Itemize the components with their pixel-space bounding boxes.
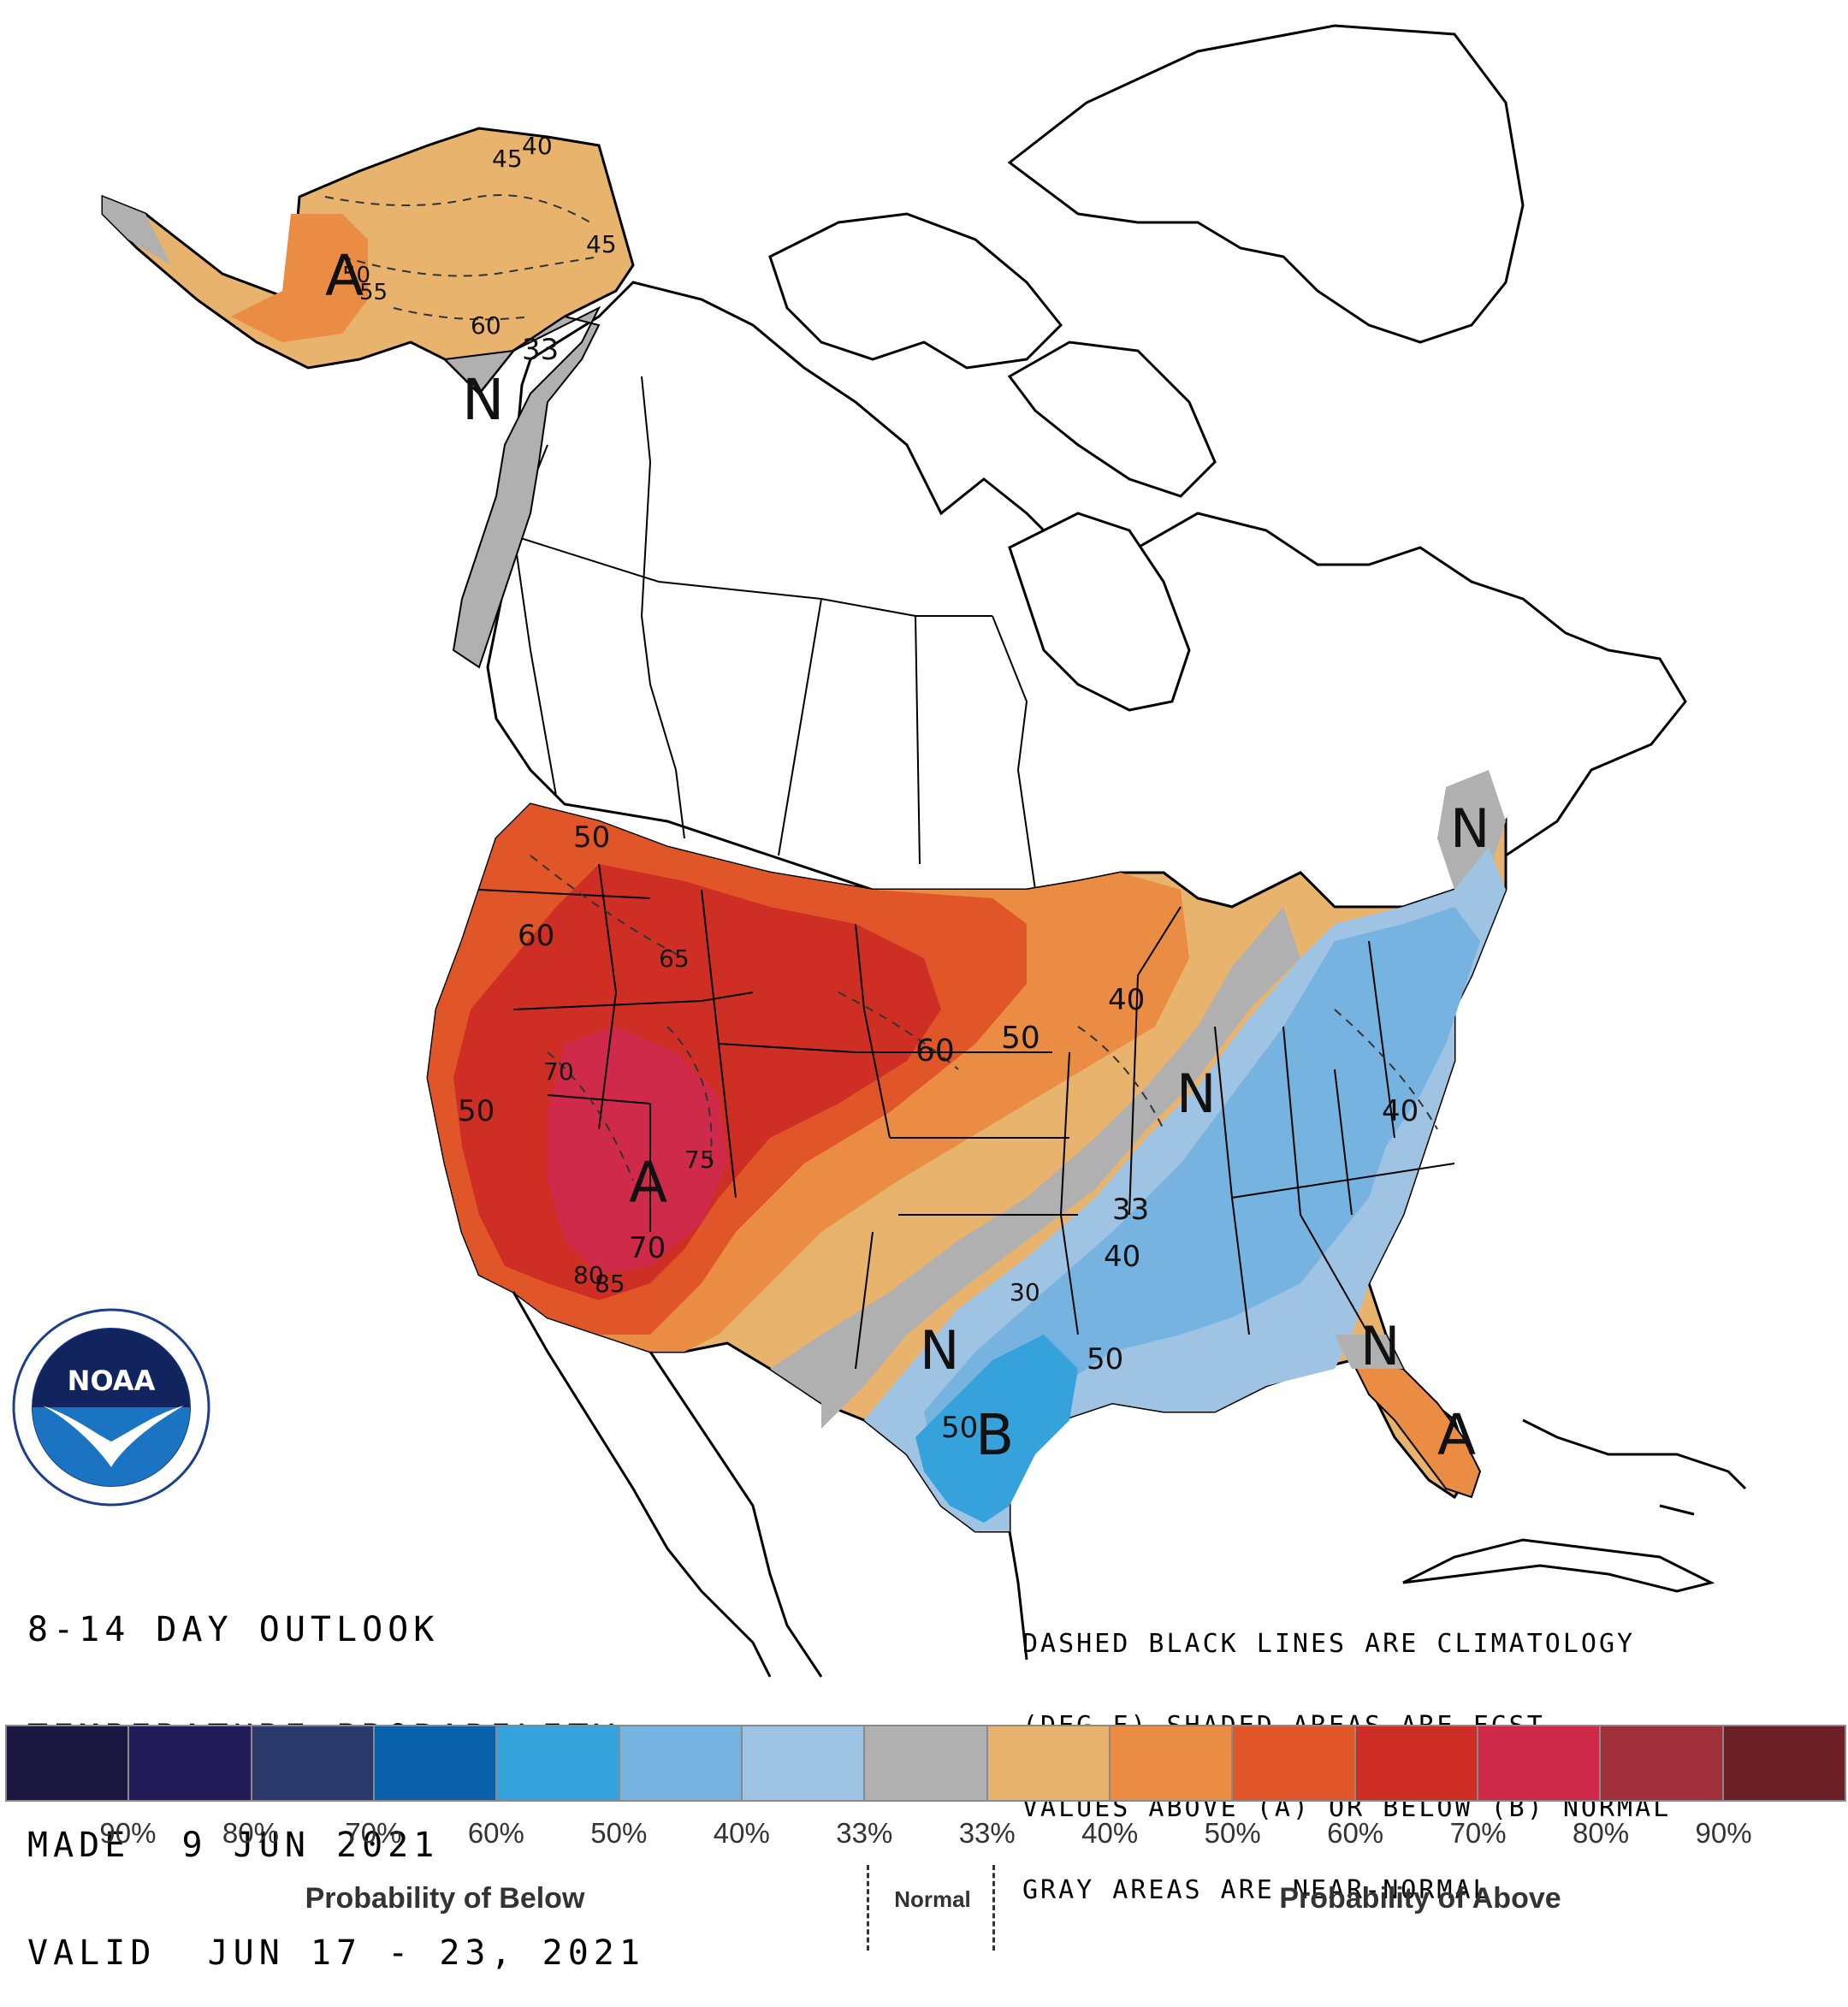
colorbar-tick-label: 60% (1327, 1817, 1384, 1849)
colorbar-tick-label: 33% (958, 1817, 1016, 1849)
alaska-near-normal-label: N (462, 367, 504, 433)
colorbar-swatch (742, 1726, 866, 1800)
contour-label: 70 (543, 1057, 574, 1086)
normal-divider-left (867, 1865, 869, 1951)
georgia-near-normal-label: N (1360, 1315, 1400, 1377)
colorbar-swatch (865, 1726, 988, 1800)
colorbar-tick-label: 40% (713, 1817, 770, 1849)
colorbar-swatch (1110, 1726, 1234, 1800)
contour-label: 60 (518, 919, 554, 953)
note-line: GRAY AREAS ARE NEAR-NORMAL (1022, 1875, 1491, 1905)
caribbean-outline (1522, 1418, 1747, 1516)
contour-label: 50 (458, 1094, 495, 1128)
colorbar-swatch (497, 1726, 620, 1800)
colorbar-swatch (252, 1726, 375, 1800)
northeast-near-normal-label: N (1450, 797, 1490, 860)
note-line: DASHED BLACK LINES ARE CLIMATOLOGY (1022, 1629, 1636, 1659)
noaa-logo: NOAA (12, 1308, 210, 1507)
alaska-panhandle-near-normal (442, 305, 601, 669)
colorbar-tick-label: 60% (467, 1817, 524, 1849)
probability-colorbar (5, 1725, 1846, 1802)
greenland-outline (1007, 24, 1525, 344)
below-label: Probability of Below (305, 1882, 585, 1915)
alaska-near-normal-region (103, 197, 171, 265)
georgia-near-normal (1335, 1335, 1403, 1369)
texas-below-label: B (975, 1402, 1014, 1468)
contour-label: 75 (684, 1146, 715, 1174)
baffin-island-outline (1007, 340, 1217, 498)
colorbar-tick-label: 90% (99, 1817, 157, 1849)
colorbar-tick-label: 33% (836, 1817, 893, 1849)
contour-label: 40 (1382, 1094, 1419, 1128)
province-lines (495, 376, 1036, 891)
alaska-orange-region (231, 214, 368, 342)
noaa-logo-text: NOAA (68, 1365, 156, 1397)
contour-label: 33 (522, 333, 559, 367)
alaska-above-label: A (325, 243, 364, 309)
contour-label: 55 (359, 280, 388, 305)
contour-label: 30 (1010, 1278, 1040, 1306)
colorbar-tick-label: 70% (345, 1817, 402, 1849)
contour-label: 80 (573, 1261, 604, 1289)
florida-above-label: A (1437, 1402, 1476, 1468)
alaska-contours (324, 194, 600, 321)
colorbar-tick-label: 70% (1449, 1817, 1507, 1849)
contour-label: 65 (659, 944, 690, 973)
florida-region (1350, 1359, 1482, 1499)
contour-label: 70 (629, 1231, 666, 1265)
colorbar-tick-label: 90% (1695, 1817, 1752, 1849)
colorbar-tick-label: 50% (1204, 1817, 1261, 1849)
contour-label: 33 (1112, 1193, 1149, 1227)
contour-label: 60 (471, 311, 501, 340)
west-above-label: A (629, 1150, 667, 1216)
contour-label: 50 (1087, 1342, 1123, 1376)
colorbar-swatch (987, 1726, 1111, 1800)
climatology-lines (530, 855, 1438, 1181)
title-line: MADE 9 JUN 2021 (27, 1826, 440, 1865)
contour-label: 85 (595, 1270, 625, 1298)
east-near-normal-label: N (1176, 1063, 1216, 1125)
below-50-region (915, 1335, 1078, 1523)
colorbar-swatch (7, 1726, 130, 1800)
state-borders (478, 863, 1455, 1370)
colorbar-tick-label: 40% (1081, 1817, 1139, 1849)
title-line: VALID JUN 17 - 23, 2021 (27, 1933, 645, 1973)
above-label: Probability of Above (1279, 1882, 1561, 1915)
contour-label: 40 (1108, 983, 1145, 1017)
colorbar-tick-label: 50% (590, 1817, 648, 1849)
colorbar-tick-label: 80% (222, 1817, 279, 1849)
hudson-bay-outline (1008, 512, 1191, 712)
contour-label: 45 (586, 230, 617, 258)
title-line: 8-14 DAY OUTLOOK (27, 1610, 440, 1649)
contour-label: 50 (573, 820, 610, 855)
colorbar-swatch (129, 1726, 252, 1800)
colorbar-tick-label: 80% (1573, 1817, 1630, 1849)
contour-label: 50 (1001, 1021, 1040, 1056)
contour-label: 60 (915, 1033, 955, 1069)
colorbar-swatch (1478, 1726, 1602, 1800)
normal-divider-right (992, 1865, 995, 1951)
colorbar-swatch (1601, 1726, 1724, 1800)
colorbar-swatch (1233, 1726, 1356, 1800)
cuba-outline (1402, 1538, 1715, 1593)
normal-label: Normal (894, 1886, 971, 1912)
colorbar-swatch (1723, 1726, 1845, 1800)
contour-label: 50 (941, 1411, 978, 1445)
contour-label: 50 (342, 263, 370, 288)
arctic-islands-outline (768, 212, 1063, 370)
colorbar-swatch (1355, 1726, 1478, 1800)
texas-near-normal-label: N (920, 1319, 959, 1382)
contour-label: 40 (522, 132, 553, 160)
near-normal-band (770, 907, 1300, 1429)
mexico-outline (512, 1291, 1028, 1678)
colorbar-swatch (374, 1726, 498, 1800)
outlook-map: A N A N N N B N A 45 40 45 50 55 60 33 5… (101, 24, 1747, 1678)
contour-label: 40 (1104, 1240, 1140, 1274)
above-70-region (548, 1027, 727, 1275)
colorbar-swatch (619, 1726, 743, 1800)
contour-label: 45 (492, 145, 523, 173)
